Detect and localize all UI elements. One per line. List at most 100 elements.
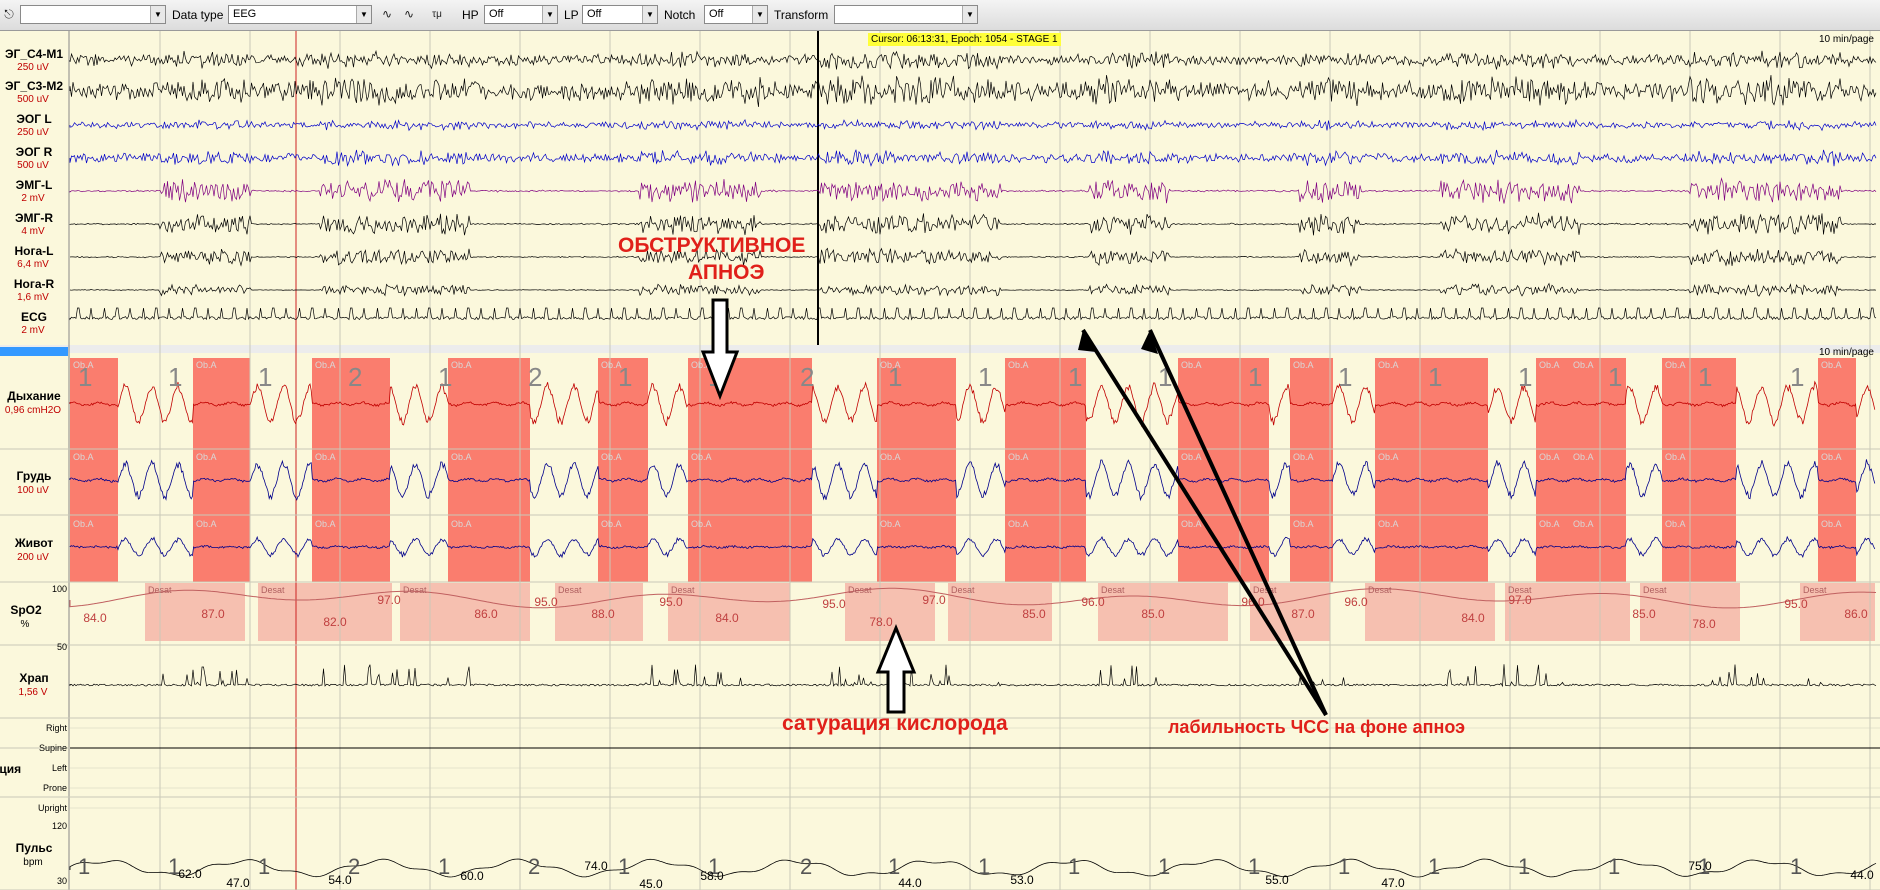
notch-value: Off <box>709 8 724 20</box>
apnea-region <box>1005 358 1086 582</box>
tau-icon[interactable]: τμ <box>432 9 442 20</box>
channel-name[interactable]: SpO2 <box>10 603 42 617</box>
apnea-label: Ob.A <box>1008 519 1029 529</box>
spo2-value: 96.0 <box>1344 595 1368 609</box>
channel-scale: 2 mV <box>21 325 45 336</box>
montage-select[interactable]: ▼ <box>20 5 166 24</box>
desat-region <box>948 583 1052 641</box>
channel-name[interactable]: ЭГ_C4-M1 <box>4 47 64 61</box>
desat-label: Desat <box>148 585 172 595</box>
pointer-line <box>1148 329 1328 716</box>
spo2-value: 84.0 <box>83 611 107 625</box>
pulse-value: 62.0 <box>178 867 202 881</box>
pulse-value: 47.0 <box>1381 876 1405 890</box>
channel-scale: 100 uV <box>17 485 49 496</box>
lp-select[interactable]: Off ▼ <box>582 5 658 24</box>
apnea-label: Ob.A <box>196 360 217 370</box>
apnea-label: Ob.A <box>1665 519 1686 529</box>
up-arrow-icon <box>875 624 917 714</box>
chevron-down-icon: ▼ <box>642 6 657 23</box>
channel-name[interactable]: ЭОГ R <box>15 145 53 159</box>
position-right: Right <box>45 723 67 733</box>
transform-select[interactable]: ▼ <box>834 5 978 24</box>
hp-select[interactable]: Off ▼ <box>484 5 558 24</box>
channel-name[interactable]: Пульс <box>15 841 53 855</box>
signal-trace <box>69 149 1877 167</box>
apnea-label: Ob.A <box>1293 360 1314 370</box>
pulse-stage-digit: 1 <box>1608 854 1620 879</box>
apnea-label: Ob.A <box>196 519 217 529</box>
spo2-value: 86.0 <box>1844 607 1868 621</box>
pulse-stage-digit: 1 <box>618 854 630 879</box>
notch-select[interactable]: Off ▼ <box>704 5 768 24</box>
apnea-label: Ob.A <box>1573 360 1594 370</box>
wave-icon[interactable]: ∿ <box>381 7 393 21</box>
desat-region <box>1505 583 1630 641</box>
spo2-value: 82.0 <box>323 615 347 629</box>
stage-digit: 1 <box>258 362 272 392</box>
respiratory-trace <box>69 535 1876 559</box>
apnea-label: Ob.A <box>1378 519 1399 529</box>
channel-name[interactable]: Нога-R <box>13 277 55 291</box>
channel-name[interactable]: Нога-L <box>14 244 54 258</box>
apnea-region <box>193 358 250 582</box>
channel-name[interactable]: Живот <box>14 536 54 550</box>
channel-name[interactable]: Грудь <box>16 469 52 483</box>
channel-scale: 2 mV <box>21 193 45 204</box>
desat-region <box>1098 583 1228 641</box>
channel-name[interactable]: ЭГ_C3-M2 <box>4 79 64 93</box>
channel-name[interactable]: Храп <box>19 671 49 685</box>
spo2-value: 85.0 <box>1141 607 1165 621</box>
apnea-label: Ob.A <box>691 452 712 462</box>
spo2-value: 85.0 <box>1632 607 1656 621</box>
panel-divider <box>0 345 1880 353</box>
pulse-stage-digit: 1 <box>888 854 900 879</box>
channel-name[interactable]: ЭМГ-R <box>15 211 53 225</box>
signal-trace <box>69 75 1877 107</box>
position-supine: Supine <box>38 743 67 753</box>
panel-divider-handle <box>0 347 68 356</box>
pulse-stage-digit: 1 <box>1158 854 1170 879</box>
montage-icon[interactable]: ⎋ <box>4 7 14 21</box>
pointer-line <box>1081 328 1328 717</box>
desat-region <box>555 583 643 641</box>
channel-name[interactable]: ЭМГ-L <box>15 178 53 192</box>
desat-region <box>1800 583 1875 641</box>
apnea-label: Ob.A <box>1539 452 1560 462</box>
respiratory-trace <box>69 380 1876 428</box>
apnea-region <box>1662 358 1736 582</box>
apnea-label: Ob.A <box>601 452 622 462</box>
pulse-value: 55.0 <box>1265 873 1289 887</box>
pulse-stage-digit: 1 <box>1338 854 1350 879</box>
channel-scale: 250 uV <box>17 127 49 138</box>
channel-scale: 1,6 mV <box>17 292 49 303</box>
pulse-value: 47.0 <box>226 876 250 890</box>
desat-label: Desat <box>1101 585 1125 595</box>
data-type-select[interactable]: EEG ▼ <box>228 5 372 24</box>
channel-name[interactable]: ЭОГ L <box>16 112 52 126</box>
spo2-value: 97.0 <box>377 593 401 607</box>
spo2-value: 84.0 <box>1461 611 1485 625</box>
channel-name[interactable]: зиция <box>0 762 22 776</box>
spo2-value: 96.0 <box>1081 595 1105 609</box>
stage-digit: 1 <box>978 362 992 392</box>
apnea-label: Ob.A <box>1293 452 1314 462</box>
chevron-down-icon: ▼ <box>356 6 371 23</box>
channel-name[interactable]: ECG <box>20 310 47 324</box>
channel-name[interactable]: Дыхание <box>7 389 61 403</box>
spo2-value: 95.0 <box>1784 597 1808 611</box>
stage-digit: 1 <box>1068 362 1082 392</box>
apnea-label: Ob.A <box>1665 360 1686 370</box>
apnea-label: Ob.A <box>451 360 472 370</box>
pulse-axis-top: 120 <box>51 821 67 831</box>
apnea-label: Ob.A <box>315 452 336 462</box>
wave-icon[interactable]: ∿ <box>403 7 415 21</box>
desat-label: Desat <box>671 585 695 595</box>
pulse-value: 60.0 <box>460 869 484 883</box>
snore-trace <box>69 664 1877 688</box>
pulse-stage-digit: 1 <box>1790 854 1802 879</box>
apnea-label: Ob.A <box>451 452 472 462</box>
spo2-value: 95.0 <box>534 595 558 609</box>
toolbar: ⎋ ▼ Data type EEG ▼ ∿ ∿ τμ HP Off ▼ LP Off… <box>0 0 1880 31</box>
